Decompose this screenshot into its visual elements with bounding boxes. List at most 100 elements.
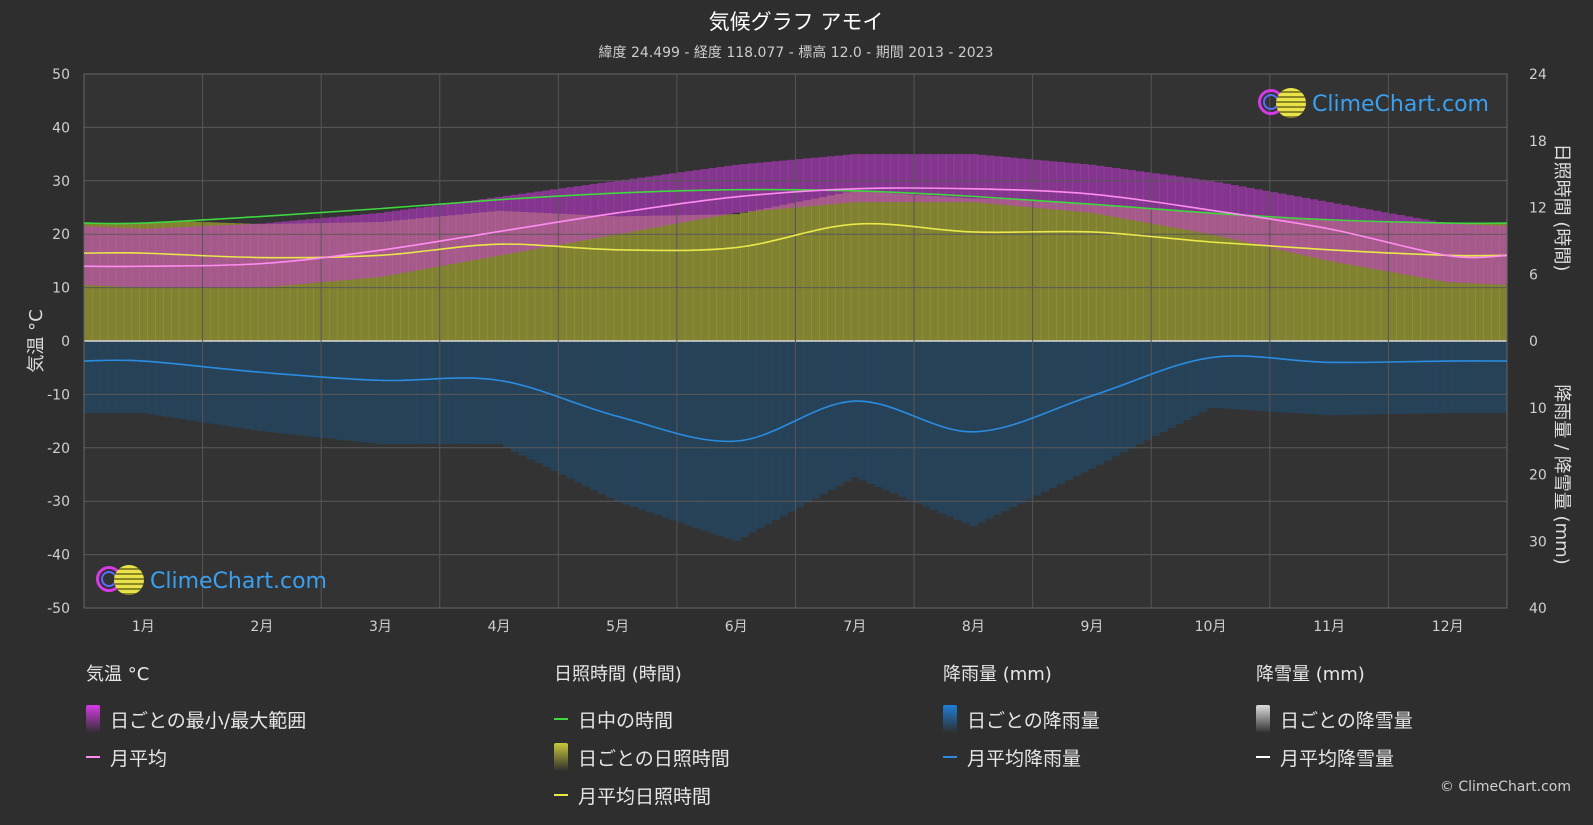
rain-bar [755,341,765,529]
rain-bar [186,341,196,421]
sunshine-bar [945,197,955,341]
temp-range-bar [589,184,599,239]
rain-bar [313,341,322,438]
rain-bar [1064,341,1073,481]
rain-bar [91,341,101,414]
rain-bar [155,341,164,416]
temp-range-bar [115,227,125,287]
rain-bar [740,341,749,537]
rain-bar [898,341,907,497]
sunshine-bar [597,215,607,341]
rain-bar [866,341,876,484]
sunshine-bar [1396,221,1405,341]
temp-range-bar [518,193,528,252]
y-right-tick: 0 [1529,334,1538,350]
temp-range-bar [1008,157,1018,206]
rain-bar [890,341,899,494]
legend-label: 日ごとの降雨量 [967,709,1100,732]
temp-range-bar [455,202,465,263]
sunshine-bar [827,195,836,341]
rain-bar [1333,341,1342,416]
y-left-tick: -50 [47,601,70,617]
sunshine-bar [787,203,797,341]
temp-range-bar [1277,193,1287,251]
temp-range-bar [850,154,860,203]
y-left-tick: 40 [52,120,70,136]
temp-range-bar [1427,220,1437,280]
rain-bar [1459,341,1469,414]
rain-bar [827,341,836,490]
rain-bar [661,341,670,518]
temp-range-bar [811,157,820,206]
sunshine-bar [360,222,370,341]
sunshine-bar [763,207,773,341]
chart-subtitle: 緯度 24.499 - 経度 118.077 - 標高 12.0 - 期間 20… [599,44,994,61]
sunshine-bar [1032,200,1042,341]
temp-range-bar [1459,224,1469,283]
temp-range-bar [1088,164,1097,213]
sunshine-bar [1404,221,1413,341]
temp-range-bar [906,154,915,203]
x-tick: 9月 [1080,619,1103,635]
sunshine-bar [1435,222,1445,341]
sunshine-bar [692,214,702,341]
temp-range-bar [91,226,101,286]
sunshine-bar [977,198,986,341]
sunshine-bar [589,215,599,341]
sunshine-bar [1206,213,1216,341]
sunshine-bar [1427,222,1437,341]
rain-bar [1380,341,1390,415]
sunshine-bar [1048,201,1057,341]
temp-range-bar [1206,180,1216,235]
x-tick: 6月 [725,619,748,635]
sunshine-bar [1088,204,1097,341]
rain-avg-line [83,355,1508,443]
sunshine-bar [1301,218,1310,341]
temp-range-bar [155,228,164,288]
rain-bar [1159,341,1168,433]
sunshine-bar [1412,222,1421,341]
rain-bar [1285,341,1295,413]
sunshine-bar [352,222,362,341]
y-left-tick: 50 [52,67,70,83]
temp-range-bar [969,154,978,203]
rain-bar [273,341,283,433]
y-left-tick: -40 [47,548,70,564]
temp-range-bar [329,217,338,282]
rain-bar [621,341,631,505]
temp-range-bar [1230,185,1239,240]
tick-labels: 50 40 30 20 10 0 -10 -20 -30 -40 -50 24 18 12 6 0 10 20 30… [47,67,1547,635]
temp-range-bar [1151,173,1160,225]
temp-range-bar [574,186,583,242]
temp-range-bar [1356,207,1366,267]
sunshine-bar [858,191,868,341]
legend-group-title: 降雪量 (mm) [1256,664,1365,685]
temp-range-bar [929,154,939,203]
temp-range-bar [1143,172,1152,223]
temp-range-bar [1404,216,1413,276]
rain-bar [835,341,844,486]
temp-range-bar [1111,167,1121,218]
y-left-tick: 10 [52,281,70,297]
temp-range-bar [645,176,654,229]
y-right-tick: 10 [1529,401,1547,417]
temp-range-bar [1214,182,1223,236]
sunshine-bar [502,211,512,341]
rain-bar [1325,341,1334,416]
temp-range-bar [471,200,480,260]
temp-range-bar [669,173,678,225]
rain-bar [463,341,472,445]
legend-item: 月平均日照時間 [554,776,730,814]
rain-bar [518,341,528,456]
rain-bar [202,341,212,423]
temp-range-bar [423,206,433,269]
sunshine-bar [1174,210,1184,341]
temp-range-bar [170,227,180,288]
sunshine-bar [1103,205,1113,341]
rain-bar [352,341,362,442]
rain-bar [637,341,646,510]
sunshine-bar [1364,220,1374,341]
temp-range-bar [273,222,283,287]
legend-label: 月平均 [110,747,168,770]
legend-swatch [554,794,568,796]
